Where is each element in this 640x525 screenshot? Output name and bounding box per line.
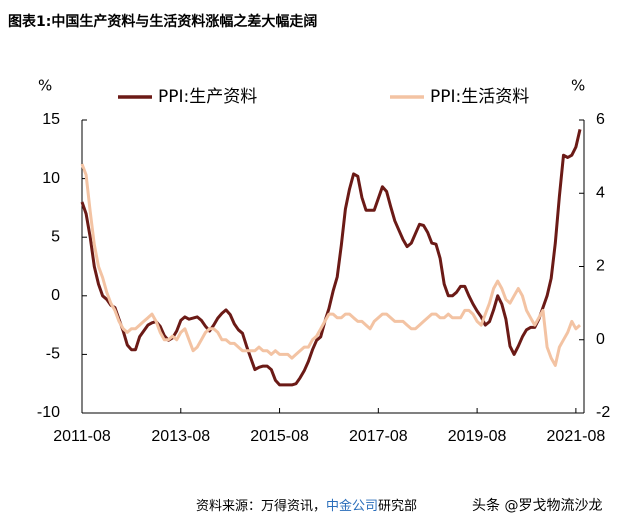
source-part: 资料来源：万得资讯， [196, 498, 326, 514]
y2-tick-label: 0 [596, 331, 605, 348]
source-note: 资料来源：万得资讯，中金公司研究部 [196, 498, 417, 514]
x-tick-label: 2013-08 [151, 428, 210, 445]
y2-tick-label: 4 [596, 184, 605, 201]
watermark: 头条 @罗戈物流沙龙 [472, 497, 602, 514]
x-tick-label: 2017-08 [349, 428, 408, 445]
source-part: 研究部 [378, 499, 417, 514]
y2-tick-label: -2 [596, 404, 610, 421]
y-axis-label: % [38, 77, 52, 95]
y-tick-label: -5 [46, 346, 60, 363]
x-tick-label: 2019-08 [448, 428, 507, 445]
y2-tick-label: 6 [596, 111, 605, 128]
series-line [80, 163, 582, 367]
y-tick-label: 0 [51, 287, 60, 304]
y-tick-label: 10 [42, 170, 60, 187]
y-tick-label: 15 [42, 111, 60, 128]
series-line [80, 129, 582, 387]
y-tick-label: -10 [37, 404, 60, 421]
source-part: 中金公司 [326, 498, 378, 514]
chart-title: 图表1:中国生产资料与生活资料涨幅之差大幅走阔 [8, 13, 317, 30]
legend-label: PPI:生活资料 [430, 87, 529, 107]
legend-label: PPI:生产资料 [158, 87, 257, 107]
y-tick-label: 5 [51, 228, 60, 245]
y2-axis-label: % [571, 77, 585, 95]
x-tick-label: 2021-08 [547, 428, 606, 445]
y2-tick-label: 2 [596, 258, 605, 275]
x-tick-label: 2011-08 [53, 428, 111, 445]
x-tick-label: 2015-08 [250, 428, 309, 445]
